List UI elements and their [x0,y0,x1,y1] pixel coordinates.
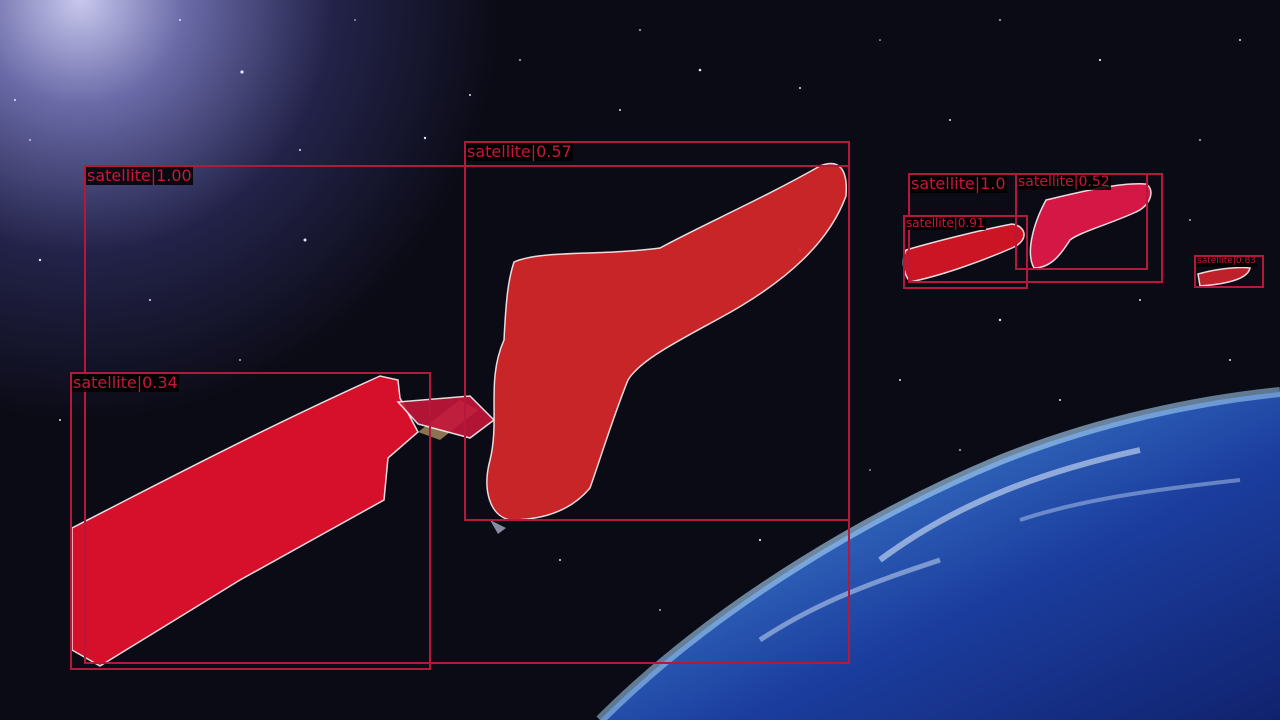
earth [596,387,1280,720]
detection-box: satellite|0.34 [70,372,431,670]
mask-small-left [902,223,1025,283]
mask-left-panel [71,375,419,667]
mask-tiny [1197,266,1251,287]
mask-right-panel [486,162,848,521]
detection-label: satellite|0.91 [905,216,986,231]
stars [14,19,1241,611]
detection-box: satellite|0.52 [1015,173,1148,270]
segmentation-masks [71,162,1251,667]
detection-label: satellite|0.83 [1196,256,1257,267]
detection-box: satellite|0.83 [1194,255,1264,288]
detection-box: satellite|0.57 [464,141,850,521]
detection-label: satellite|1.00 [86,166,193,185]
detection-label: satellite|1.0 [910,174,1007,193]
mask-small-right [1029,182,1152,269]
detection-label: satellite|0.34 [72,373,179,392]
detection-label: satellite|0.52 [1017,174,1111,191]
detection-box: satellite|0.91 [903,215,1028,289]
mask-connector [396,395,496,439]
detection-label: satellite|0.57 [466,142,573,161]
